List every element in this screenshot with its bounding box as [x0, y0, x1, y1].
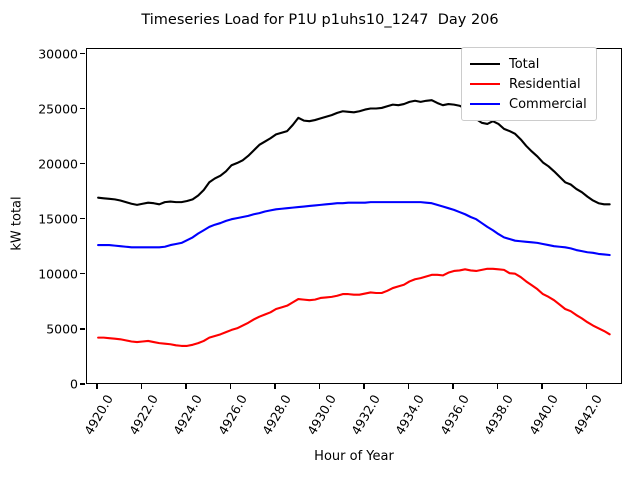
y-tick-mark: [80, 383, 85, 385]
x-tick-mark: [140, 384, 143, 389]
y-axis-label: kW total: [9, 196, 25, 251]
x-tick-mark: [318, 384, 321, 389]
y-tick-label: 20000: [38, 156, 78, 172]
y-tick-mark: [80, 273, 85, 275]
x-tick-mark: [274, 384, 276, 389]
chart-title: Timeseries Load for P1U p1uhs10_1247 Day…: [141, 12, 499, 28]
x-tick-mark: [229, 384, 232, 389]
x-tick-mark: [541, 384, 543, 389]
legend-swatch-total: [470, 63, 500, 65]
legend-swatch-residential: [470, 83, 500, 85]
legend-item: Residential: [470, 74, 587, 94]
y-axis-tick-labels: 0 5000 10000 15000 20000 25000 30000: [0, 0, 78, 480]
x-tick-mark: [452, 384, 454, 389]
y-tick-label: 0: [70, 376, 78, 392]
series-line-commercial: [97, 201, 611, 257]
y-tick-mark: [80, 163, 85, 165]
y-tick-mark: [80, 52, 85, 55]
legend-item: Commercial: [470, 94, 587, 114]
y-tick-mark: [80, 328, 85, 330]
chart-legend: Total Residential Commercial: [461, 47, 597, 121]
legend-label: Total: [509, 56, 540, 72]
y-tick-mark: [80, 107, 85, 110]
y-tick-label: 5000: [46, 321, 78, 337]
x-tick-mark: [185, 384, 187, 389]
x-tick-mark: [585, 384, 588, 389]
y-tick-label: 10000: [38, 266, 78, 282]
series-line-residential: [97, 267, 611, 347]
x-tick-mark: [496, 384, 499, 389]
y-tick-label: 30000: [38, 46, 78, 61]
y-tick-label: 25000: [38, 101, 78, 117]
x-tick-mark: [96, 384, 98, 389]
legend-label: Residential: [509, 76, 581, 92]
y-tick-label: 15000: [38, 211, 78, 227]
x-tick-mark: [363, 384, 365, 389]
x-tick-mark: [407, 384, 410, 389]
series-line-total: [97, 99, 611, 206]
legend-item: Total: [470, 54, 587, 74]
legend-label: Commercial: [509, 96, 587, 112]
legend-swatch-commercial: [470, 103, 500, 105]
y-tick-mark: [80, 218, 85, 220]
x-axis-label: Hour of Year: [314, 449, 394, 464]
plot-lines: [97, 99, 611, 347]
